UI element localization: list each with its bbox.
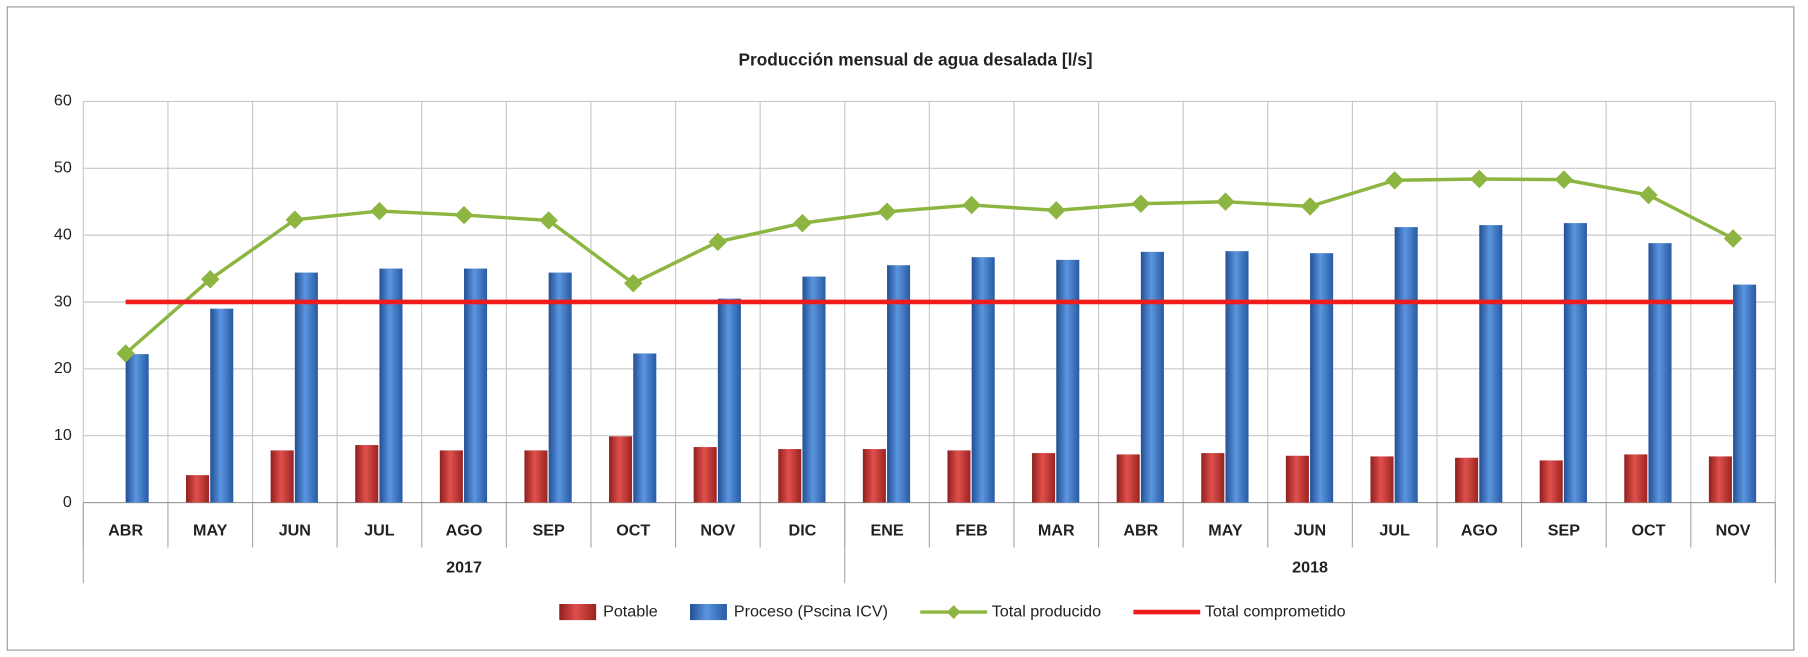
chart-title: Producción mensual de agua desalada [l/s…: [739, 50, 1093, 70]
y-tick-label: 10: [54, 426, 72, 444]
x-tick-label: JUN: [1294, 522, 1326, 540]
marker: [116, 344, 135, 363]
marker: [962, 195, 981, 215]
bar: [1563, 223, 1587, 503]
bar: [1116, 454, 1140, 503]
marker: [877, 202, 897, 221]
bar: [1733, 284, 1757, 503]
bar: [802, 276, 826, 503]
bar: [693, 447, 717, 503]
bar: [210, 308, 234, 503]
bar: [1310, 253, 1334, 503]
x-tick-label: OCT: [1631, 522, 1665, 540]
x-tick-label: ABR: [1123, 522, 1158, 540]
group-label: 2017: [446, 559, 482, 577]
bar: [464, 268, 488, 503]
x-tick-label: MAY: [1208, 522, 1243, 540]
bar: [1539, 460, 1563, 503]
bar: [609, 436, 633, 503]
x-tick-label: FEB: [956, 522, 988, 540]
bar: [1479, 225, 1503, 503]
y-tick-label: 30: [54, 292, 72, 310]
group-label: 2018: [1292, 559, 1328, 577]
bar: [887, 265, 911, 503]
bar: [1285, 455, 1309, 503]
marker: [539, 211, 558, 230]
x-tick-label: MAY: [193, 522, 228, 540]
x-tick-label: OCT: [616, 522, 650, 540]
bar: [355, 445, 379, 503]
marker: [1131, 194, 1151, 213]
legend-swatch: [690, 603, 727, 621]
marker: [1300, 197, 1320, 216]
bar: [439, 450, 463, 503]
bar: [524, 450, 548, 503]
marker: [201, 270, 220, 289]
x-tick-label: MAR: [1038, 522, 1075, 540]
y-tick-label: 40: [54, 225, 72, 243]
y-tick-label: 50: [54, 159, 72, 177]
y-tick-label: 20: [54, 359, 72, 377]
x-tick-label: SEP: [533, 522, 566, 540]
bar: [294, 272, 318, 503]
line: [124, 177, 1734, 355]
bar: [633, 353, 657, 503]
x-tick-label: SEP: [1548, 522, 1581, 540]
x-tick-label: ABR: [108, 522, 143, 540]
bar: [270, 450, 294, 503]
bar: [947, 450, 971, 503]
legend-label: Proceso (Pscina ICV): [734, 602, 888, 620]
legend-marker: [946, 605, 961, 619]
bar: [548, 272, 572, 503]
bar: [1394, 227, 1418, 503]
bar: [379, 268, 403, 503]
bar: [717, 298, 741, 503]
bar: [1201, 453, 1225, 503]
x-tick-label: AGO: [446, 522, 483, 540]
marker: [1470, 169, 1489, 189]
x-tick-label: ENE: [870, 522, 903, 540]
bar: [1370, 456, 1394, 503]
bar: [1032, 453, 1056, 503]
bar: [971, 257, 995, 503]
legend-label: Total comprometido: [1205, 602, 1346, 620]
bar: [1225, 251, 1249, 503]
legend: Potable Proceso (Pscina ICV) Total produci…: [559, 602, 1346, 621]
bar: [1140, 251, 1164, 503]
bar: [1455, 457, 1479, 503]
x-tick-label: NOV: [1716, 522, 1751, 540]
bar: [1624, 454, 1648, 503]
legend-swatch: [559, 603, 597, 621]
x-tick-label: JUN: [279, 522, 311, 540]
legend-label: Potable: [603, 602, 658, 620]
bar: [1648, 243, 1672, 503]
y-tick-label: 60: [54, 92, 72, 110]
bar: [125, 354, 149, 503]
x-tick-label: JUL: [1379, 522, 1410, 540]
marker: [624, 274, 643, 293]
y-tick-label: 0: [63, 493, 72, 511]
legend-label: Total producido: [992, 602, 1101, 620]
bar: [862, 449, 886, 503]
bar: [778, 449, 802, 503]
bar: [186, 475, 210, 503]
bar: [1708, 456, 1732, 503]
marker: [1047, 201, 1066, 220]
bar: [1056, 259, 1080, 503]
marker: [1639, 185, 1658, 205]
x-tick-label: DIC: [789, 522, 817, 540]
x-tick-label: JUL: [364, 522, 395, 540]
x-tick-label: NOV: [700, 522, 735, 540]
x-tick-label: AGO: [1461, 522, 1498, 540]
